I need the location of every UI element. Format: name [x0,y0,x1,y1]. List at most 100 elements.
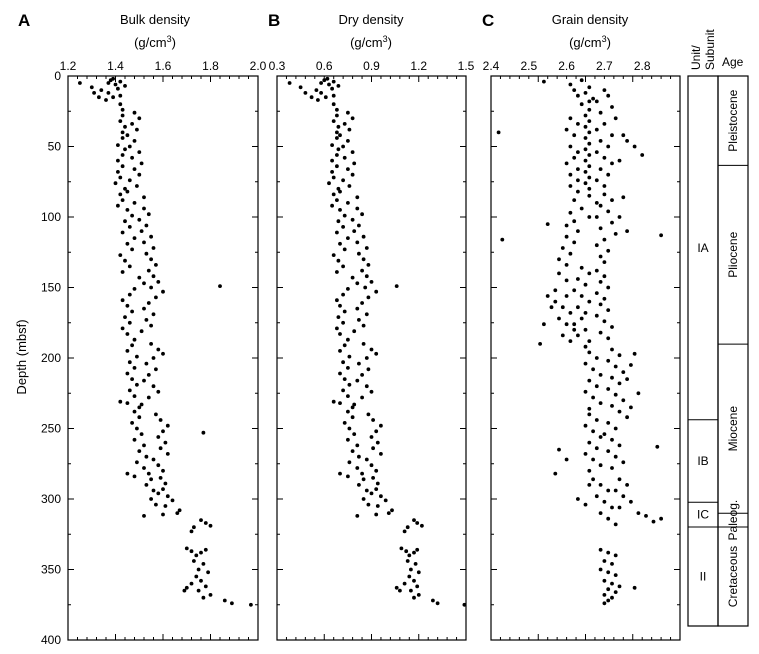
data-point-panel-a [142,306,146,311]
data-point-panel-a [158,418,163,422]
data-point-panel-b [394,585,399,590]
data-point-panel-c [583,502,588,507]
data-point-panel-c [613,364,618,369]
data-point-panel-b [338,471,342,476]
data-point-panel-b [361,342,366,346]
x-tick-label-panel-b: 0.6 [316,59,333,73]
x-tick-label-panel-b: 1.5 [458,59,475,73]
data-point-panel-c [587,339,592,343]
data-point-panel-a [201,430,206,435]
data-point-panel-b [341,144,345,149]
y-tick-label: 150 [41,281,61,295]
data-point-panel-a [170,498,175,503]
data-point-panel-b [350,415,355,420]
data-point-panel-b [364,356,369,360]
data-point-panel-a [125,303,130,308]
data-point-panel-a [156,280,161,284]
data-point-panel-c [594,201,599,205]
data-point-panel-c [606,285,611,290]
data-point-panel-c [583,389,588,394]
data-point-panel-b [379,494,383,499]
data-point-panel-a [142,378,146,383]
data-point-panel-a [199,550,203,555]
data-point-panel-c [594,418,599,422]
data-point-panel-a [135,382,139,387]
unit-column-header: Unit/ [689,45,703,70]
y-axis-title: Depth (mbsf) [14,319,29,394]
data-point-panel-c [598,463,603,468]
data-point-panel-a [123,186,127,191]
data-point-panel-c [587,378,592,383]
data-point-panel-b [364,488,369,493]
data-point-panel-a [137,275,142,280]
data-point-panel-b [303,91,308,95]
data-point-panel-c [606,209,611,214]
panel-a-letter: A [18,11,30,30]
data-point-panel-b [346,366,350,370]
data-point-panel-b [347,127,352,132]
data-point-panel-a [161,512,165,517]
data-point-panel-a [165,452,170,456]
data-point-panel-b [336,258,341,263]
data-point-panel-a [154,263,158,267]
data-point-panel-b [361,323,366,328]
panel-a-title: Bulk density [120,12,191,27]
data-point-panel-b [355,206,360,211]
data-point-panel-b [347,354,352,359]
data-point-panel-b [374,468,379,473]
data-point-panel-c [598,280,603,284]
x-tick-label-panel-a: 2.0 [250,59,267,73]
data-point-panel-b [347,184,352,188]
data-point-panel-c [610,161,614,166]
data-point-panel-c [610,347,614,352]
data-point-panel-b [336,219,341,224]
data-point-panel-c [610,505,614,510]
data-point-panel-c [572,240,577,245]
data-point-panel-a [130,421,135,425]
data-point-panel-a [139,329,144,334]
x-tick-label-panel-b: 0.9 [363,59,380,73]
data-point-panel-c [610,595,614,600]
data-point-panel-a [118,192,123,197]
data-point-panel-a [146,471,151,476]
data-point-panel-b [335,198,339,203]
data-point-panel-a [175,511,180,515]
data-point-panel-c [602,319,607,324]
data-point-panel-c [598,302,603,307]
data-point-panel-a [163,440,168,445]
data-point-panel-c [564,234,569,239]
data-point-panel-a [156,347,161,352]
data-point-panel-c [583,327,588,332]
data-point-panel-a [139,229,144,234]
unit-label: IC [697,508,709,522]
data-point-panel-c [598,547,603,552]
data-point-panel-c [606,172,611,177]
x-tick-label-panel-b: 0.3 [269,59,286,73]
data-point-panel-c [587,215,592,219]
data-point-panel-c [598,330,603,335]
panel-a-unit: (g/cm3) [134,34,176,50]
data-point-panel-c [621,398,626,403]
data-point-panel-b [355,514,360,518]
data-point-panel-a [120,130,125,135]
data-point-panel-a [97,95,101,100]
data-point-panel-b [341,320,345,325]
data-point-panel-b [322,78,327,83]
data-point-panel-b [323,95,328,100]
data-point-panel-c [576,497,580,501]
data-point-panel-c [610,562,614,566]
data-point-panel-b [352,161,357,166]
data-point-panel-b [361,257,366,262]
data-point-panel-b [335,326,339,331]
data-point-panel-a [137,217,142,222]
data-point-panel-b [347,460,352,465]
data-point-panel-b [331,192,336,197]
data-point-panel-a [154,412,158,417]
data-point-panel-c [594,215,599,219]
data-point-panel-b [350,172,355,177]
data-point-panel-c [613,553,618,558]
data-point-panel-c [591,457,595,462]
data-point-panel-c [606,308,611,312]
data-point-panel-a [192,525,196,530]
data-point-panel-c [594,127,599,132]
